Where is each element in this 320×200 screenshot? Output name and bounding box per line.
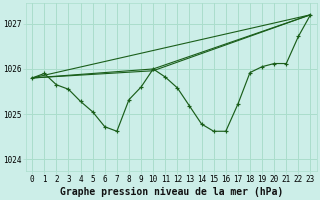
X-axis label: Graphe pression niveau de la mer (hPa): Graphe pression niveau de la mer (hPa) <box>60 186 283 197</box>
